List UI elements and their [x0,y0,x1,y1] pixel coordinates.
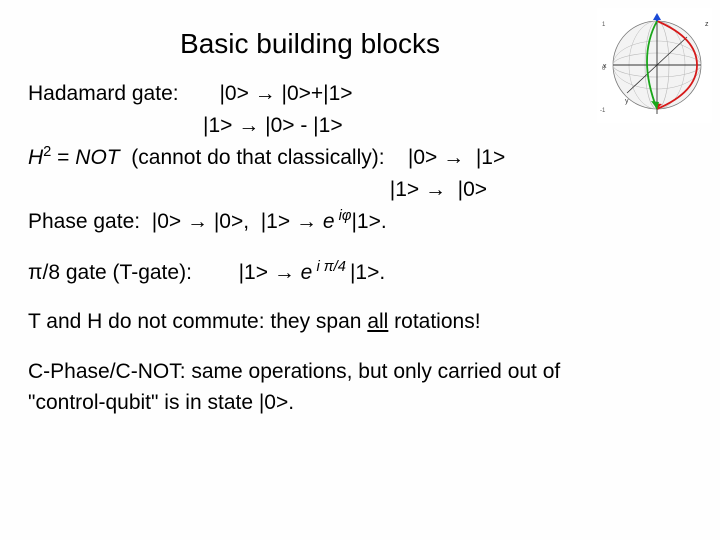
arrow-glyph: → [268,261,301,284]
not-word: NOT [75,146,119,169]
arrow-glyph: → [232,114,265,137]
phase-tail: |1>. [351,210,386,233]
hsquared-line-1: H2 = NOT (cannot do that classically): |… [28,141,692,174]
h-symbol: H [28,146,43,169]
hadamard-line-1: Hadamard gate: |0> → |0>+|1> [28,78,692,110]
hsquared-line-2: |1> → |0> [28,174,692,206]
phase-gate-line: Phase gate: |0> → |0>, |1> → e iφ|1>. [28,205,692,238]
arrow-glyph: → [437,146,470,169]
arrow-glyph: → [419,178,452,201]
phase-exp: iφ [335,208,352,224]
arrow-glyph: → [290,210,323,233]
commute-pre: T and H do not commute: they span [28,310,367,333]
commute-post: rotations! [388,310,480,333]
phase-mid: |0>, |1> [214,210,290,233]
not-r1-rhs: |1> [476,146,505,169]
h-rule1-rhs: |0>+|1> [282,82,353,105]
svg-text:z: z [705,21,709,28]
tgate-exp: i π/4 [312,259,350,275]
not-r2-lhs: |1> [390,178,419,201]
eq-text: = [51,146,75,169]
svg-text:y: y [625,98,629,105]
h-rule2-lhs: |1> [203,114,232,137]
tgate-tail: |1>. [350,261,385,284]
not-r2-rhs: |0> [458,178,487,201]
hadamard-line-2: |1> → |0> - |1> [28,110,692,142]
bloch-sphere-figure: z x y 1 0 -1 [597,8,712,123]
svg-text:-1: -1 [600,108,606,114]
cphase-line-1: C-Phase/C-NOT: same operations, but only… [28,356,692,388]
phase-e: e [323,210,335,233]
tgate-e: e [301,261,313,284]
tgate-line: π/8 gate (T-gate): |1> → e i π/4 |1>. [28,256,692,289]
commute-all: all [367,310,388,333]
arrow-glyph: → [181,210,214,233]
h-rule2-rhs: |0> - |1> [265,114,342,137]
commute-line: T and H do not commute: they span all ro… [28,306,692,338]
hadamard-label: Hadamard gate: [28,82,179,105]
not-r1-lhs: |0> [408,146,437,169]
cphase-line-2: "control-qubit" is in state |0>. [28,387,692,419]
arrow-glyph: → [249,82,282,105]
tgate-label: π/8 gate (T-gate): [28,261,192,284]
tgate-lhs: |1> [239,261,268,284]
slide-body: Hadamard gate: |0> → |0>+|1> |1> → |0> -… [0,78,720,419]
phase-label: Phase gate: |0> [28,210,181,233]
hsquared-tail: (cannot do that classically): [120,146,385,169]
h-rule1-lhs: |0> [219,82,248,105]
